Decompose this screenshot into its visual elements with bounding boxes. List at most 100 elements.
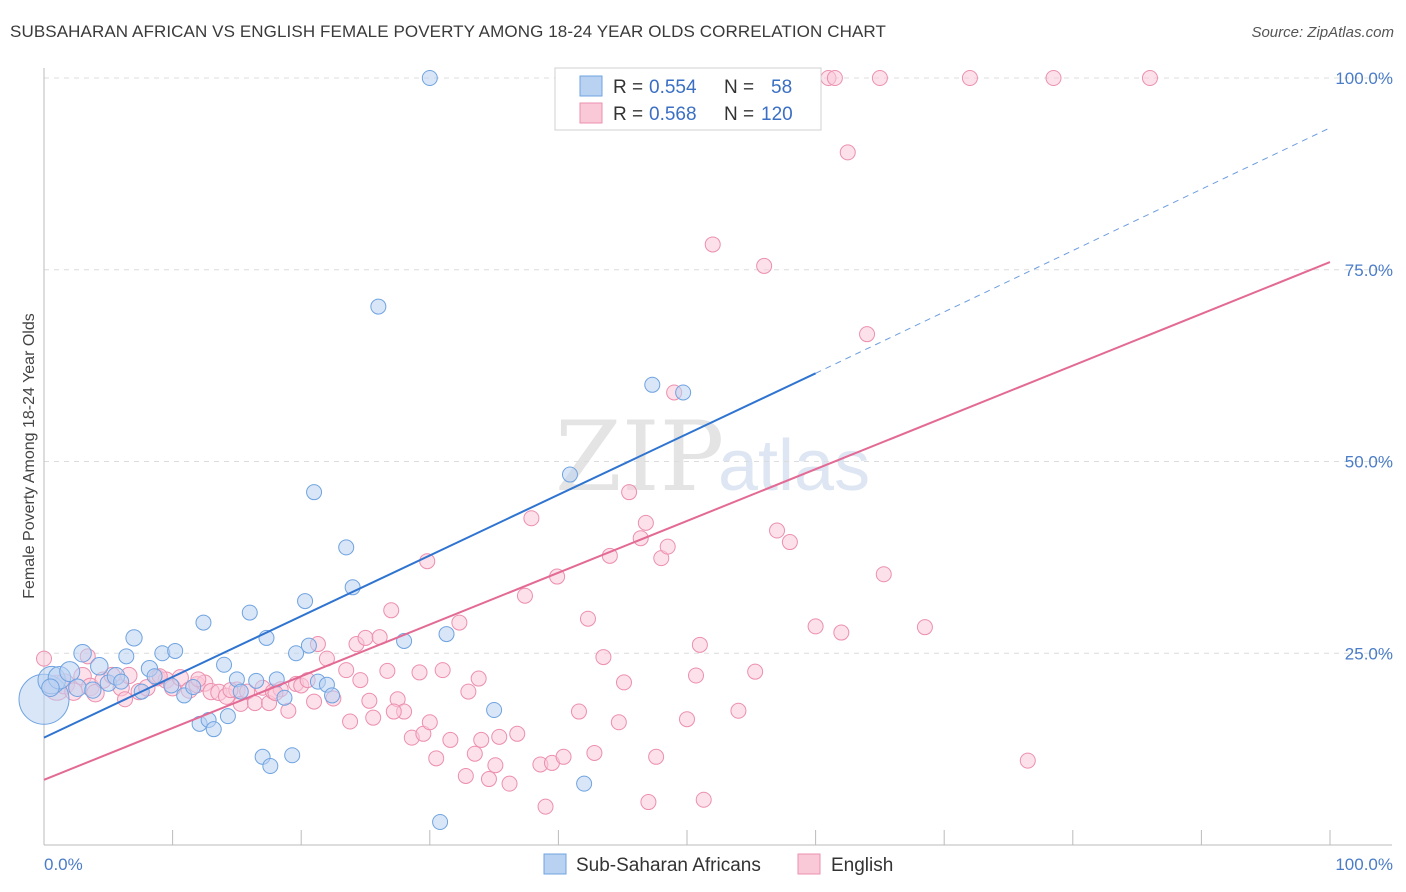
y-tick-labels: 25.0% 50.0% 75.0% 100.0% — [1335, 69, 1393, 663]
legend-n-value-2: 120 — [761, 104, 793, 125]
legend-swatch-blue — [579, 75, 603, 97]
point-subsaharan-12 — [125, 629, 143, 647]
legend-r-value-1: 0.554 — [649, 77, 697, 98]
legend-r-label-1: R = — [613, 77, 643, 98]
chart-title: SUBSAHARAN AFRICAN VS ENGLISH FEMALE POV… — [10, 22, 886, 41]
point-english-117 — [460, 683, 477, 700]
point-english-97 — [769, 522, 786, 539]
point-english-42 — [357, 629, 374, 646]
y-tick-label-25: 25.0% — [1345, 644, 1393, 663]
point-english-122 — [385, 703, 402, 720]
point-subsaharan-15 — [146, 668, 163, 685]
point-english-57 — [451, 614, 468, 631]
point-subsaharan-5 — [73, 644, 92, 663]
legend-n-label-2: N = — [724, 104, 754, 125]
point-english-47 — [383, 602, 400, 619]
point-english-95 — [747, 663, 764, 680]
data-points — [18, 70, 1158, 830]
y-tick-label-100: 100.0% — [1335, 69, 1393, 88]
point-english-104 — [839, 144, 856, 161]
point-subsaharan-48 — [421, 70, 438, 86]
x-ticks — [172, 830, 1331, 845]
point-english-53 — [421, 714, 438, 731]
point-english-88 — [679, 711, 695, 728]
point-english-84 — [648, 748, 665, 765]
y-axis-title: Female Poverty Among 18-24 Year Olds — [21, 313, 38, 599]
grid — [44, 77, 1392, 654]
point-subsaharan-6 — [84, 681, 102, 699]
trend-line-subsaharan-extension — [815, 127, 1331, 374]
point-english-96 — [756, 257, 773, 274]
series-legend: Sub-Saharan Africans English — [543, 853, 893, 876]
point-english-78 — [610, 714, 627, 731]
point-english-61 — [480, 771, 497, 788]
point-subsaharan-28 — [232, 683, 249, 700]
correlation-legend: R = 0.554 N = 58 R = 0.568 N = 120 — [554, 67, 822, 131]
point-english-66 — [516, 587, 533, 604]
x-tick-label-max: 100.0% — [1335, 855, 1393, 874]
source-label: Source: ZipAtlas.com — [1251, 24, 1394, 41]
point-english-112 — [1141, 70, 1158, 86]
point-english-83 — [640, 794, 657, 811]
point-english-92 — [704, 236, 721, 253]
point-subsaharan-44 — [338, 539, 355, 556]
y-tick-label-75: 75.0% — [1345, 261, 1393, 280]
point-english-102 — [826, 70, 843, 86]
point-english-80 — [621, 484, 638, 501]
point-english-0 — [36, 650, 52, 667]
point-english-75 — [586, 744, 603, 761]
trend-line-english — [43, 261, 1331, 781]
point-english-55 — [434, 662, 451, 679]
legend-swatch-pink — [579, 102, 603, 124]
point-english-90 — [691, 636, 708, 653]
point-english-109 — [961, 70, 978, 86]
watermark-atlas: atlas — [718, 426, 870, 506]
point-english-43 — [361, 692, 378, 709]
point-subsaharan-36 — [284, 747, 301, 764]
point-english-110 — [1019, 752, 1036, 769]
point-english-40 — [342, 713, 359, 730]
point-english-35 — [306, 693, 323, 710]
point-english-86 — [659, 538, 676, 555]
trend-lines — [43, 127, 1331, 781]
point-english-63 — [491, 728, 508, 745]
legend-n-value-1: 58 — [771, 77, 792, 98]
x-tick-label-min: 0.0% — [44, 855, 83, 874]
point-english-46 — [379, 662, 396, 679]
point-english-105 — [859, 326, 876, 343]
point-subsaharan-49 — [432, 813, 449, 830]
point-subsaharan-38 — [297, 593, 314, 610]
point-english-107 — [875, 566, 892, 583]
point-subsaharan-35 — [276, 689, 293, 706]
point-english-82 — [637, 514, 654, 531]
point-english-65 — [509, 725, 526, 742]
point-english-73 — [570, 703, 587, 720]
point-subsaharan-39 — [300, 637, 317, 654]
point-subsaharan-22 — [195, 614, 212, 631]
point-english-74 — [579, 610, 596, 627]
point-english-79 — [615, 674, 632, 691]
point-subsaharan-33 — [262, 757, 279, 774]
point-english-111 — [1045, 70, 1062, 86]
point-subsaharan-37 — [288, 645, 305, 662]
point-subsaharan-26 — [219, 708, 236, 725]
point-subsaharan-40 — [306, 484, 323, 501]
point-english-89 — [688, 667, 705, 684]
legend-r-value-2: 0.568 — [649, 104, 697, 125]
point-subsaharan-4 — [68, 678, 87, 698]
point-subsaharan-25 — [216, 656, 233, 673]
point-english-123 — [470, 670, 487, 687]
point-english-98 — [781, 534, 798, 551]
point-english-67 — [523, 510, 540, 527]
point-english-108 — [916, 619, 933, 636]
point-subsaharan-55 — [675, 384, 692, 401]
point-subsaharan-57 — [41, 678, 60, 698]
point-subsaharan-20 — [185, 678, 202, 695]
point-subsaharan-53 — [576, 775, 593, 792]
point-english-116 — [352, 672, 369, 689]
bottom-legend-swatch-pink — [797, 853, 821, 875]
point-subsaharan-51 — [486, 702, 503, 719]
point-subsaharan-3 — [59, 661, 81, 683]
point-english-76 — [595, 649, 612, 666]
